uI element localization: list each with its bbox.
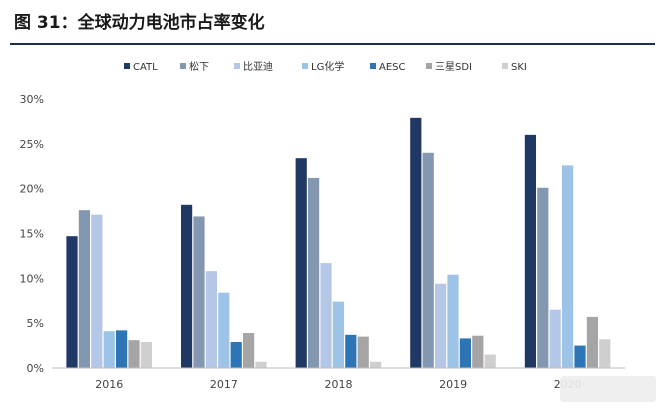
bar <box>562 165 574 368</box>
x-tick-label: 2017 <box>210 378 238 391</box>
legend-swatch <box>234 63 240 69</box>
bar <box>574 345 586 368</box>
bar <box>78 210 90 368</box>
bar <box>91 214 103 368</box>
bar <box>320 263 332 368</box>
bar <box>218 292 230 368</box>
bar <box>66 236 78 368</box>
legend-label: 比亚迪 <box>243 61 273 73</box>
y-tick-label: 5% <box>27 317 44 330</box>
bar <box>295 158 307 368</box>
legend-swatch <box>124 63 130 69</box>
y-tick-label: 20% <box>20 183 44 196</box>
bar <box>193 216 205 368</box>
legend-label: SKI <box>511 62 527 73</box>
bars <box>66 117 611 368</box>
bar <box>345 334 357 368</box>
y-tick-label: 10% <box>20 272 44 285</box>
legend: CATL 松下 比亚迪 LG化学 AESC 三星SDI SKI <box>124 60 527 73</box>
bar <box>599 339 611 368</box>
x-tick-label: 2018 <box>325 378 353 391</box>
bar <box>459 338 471 368</box>
y-tick-label: 0% <box>27 362 44 375</box>
bar <box>472 335 484 368</box>
y-tick-label: 30% <box>20 93 44 106</box>
bar <box>370 361 382 368</box>
bar <box>243 333 255 368</box>
x-tick-label: 2019 <box>439 378 467 391</box>
bar <box>181 204 193 368</box>
bar <box>128 340 140 368</box>
bar <box>255 361 267 368</box>
bar <box>308 177 320 368</box>
bar <box>524 134 536 368</box>
bar <box>435 283 447 368</box>
bar <box>332 301 344 368</box>
bar <box>410 117 422 368</box>
watermark-overlay <box>560 376 656 402</box>
bar <box>230 341 242 368</box>
bar <box>586 316 598 368</box>
legend-label: 三星SDI <box>435 61 472 73</box>
legend-label: CATL <box>133 62 158 73</box>
legend-label: AESC <box>379 62 406 73</box>
x-tick-label: 2016 <box>95 378 123 391</box>
legend-label: 松下 <box>189 60 209 73</box>
bar <box>422 152 434 368</box>
figure-title: 图 31：全球动力电池市占率变化 <box>14 13 265 33</box>
bar <box>116 330 128 368</box>
x-axis: 20162017201820192020 <box>52 367 625 391</box>
legend-label: LG化学 <box>311 60 344 73</box>
legend-swatch <box>426 63 432 69</box>
bar <box>357 336 369 368</box>
y-tick-label: 25% <box>20 138 44 151</box>
bar <box>484 354 496 368</box>
y-tick-label: 15% <box>20 228 44 241</box>
bar <box>549 309 561 368</box>
bar <box>537 187 549 368</box>
y-axis: 0% 5% 10% 15% 20% 25% 30% <box>20 93 44 375</box>
bar <box>205 271 217 368</box>
title-rule <box>10 43 655 45</box>
bar <box>447 274 459 368</box>
legend-swatch <box>502 63 508 69</box>
bar <box>140 341 152 368</box>
legend-swatch <box>180 63 186 69</box>
bar <box>103 331 115 368</box>
legend-swatch <box>370 63 376 69</box>
legend-swatch <box>302 63 308 69</box>
